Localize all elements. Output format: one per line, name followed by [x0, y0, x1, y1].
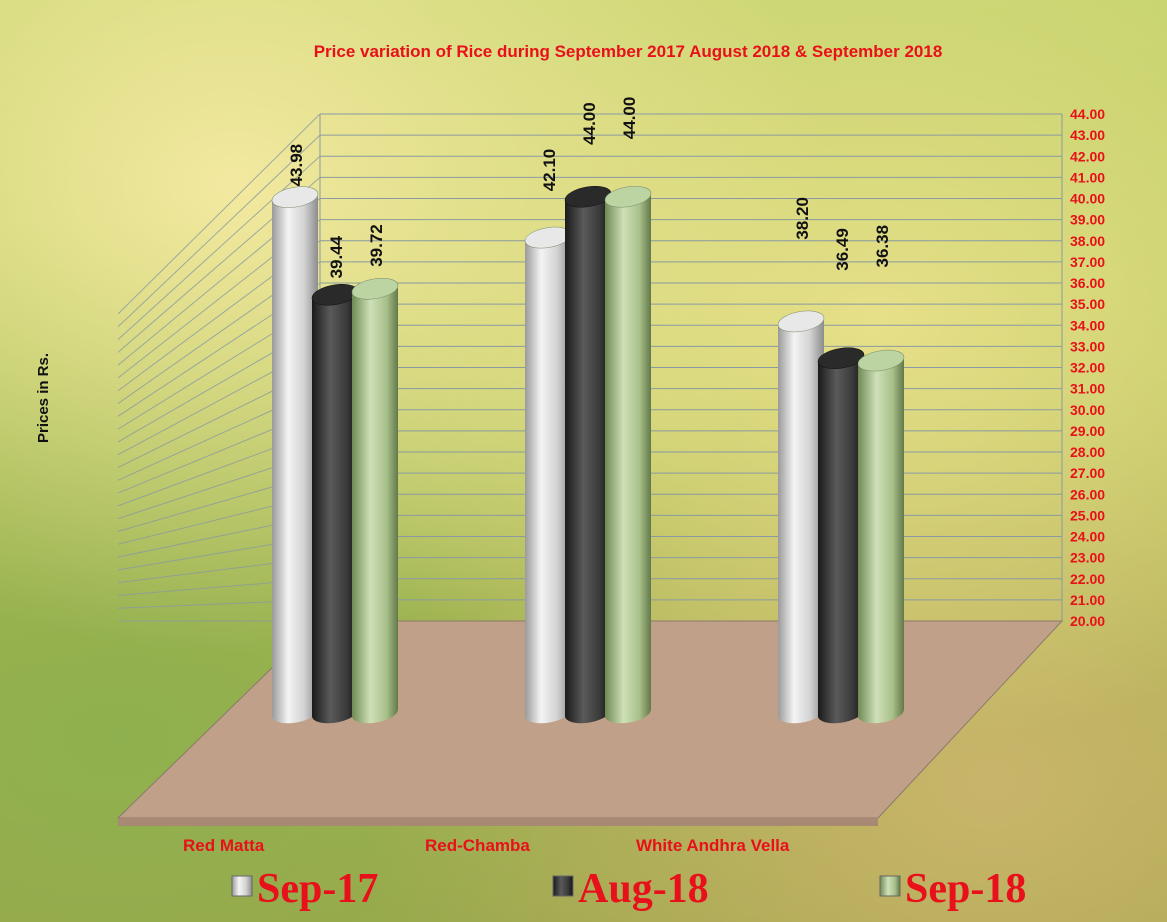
y-tick-label: 22.00 [1070, 571, 1105, 587]
y-tick-label: 23.00 [1070, 550, 1105, 566]
bar-body [272, 193, 318, 716]
bar-sep-17-white-andhra-vella [777, 310, 825, 724]
data-label: 36.49 [833, 228, 852, 271]
bar-base [525, 702, 571, 724]
y-tick-label: 24.00 [1070, 529, 1105, 545]
bar-top [271, 186, 319, 208]
bar-body [605, 193, 651, 716]
bar-body [778, 318, 824, 716]
y-tick-label: 37.00 [1070, 254, 1105, 270]
bar-base [818, 702, 864, 724]
bar-aug-18-red-matta [311, 284, 359, 724]
legend-label-aug-18: Aug-18 [578, 866, 709, 912]
bar-sep-17-red-matta [271, 186, 319, 724]
floor-edge [118, 818, 878, 826]
bar-top [857, 349, 905, 372]
y-tick-label: 31.00 [1070, 381, 1105, 397]
y-tick-label: 20.00 [1070, 613, 1105, 629]
side-gridline [117, 113, 321, 315]
y-tick-label: 33.00 [1070, 338, 1105, 354]
y-tick-label: 28.00 [1070, 444, 1105, 460]
bar-base [858, 702, 904, 724]
bar-sep-18-white-andhra-vella [857, 349, 905, 724]
bar-body [352, 285, 398, 716]
category-label: Red-Chamba [425, 836, 530, 855]
y-tick-label: 35.00 [1070, 296, 1105, 312]
bar-top [777, 310, 825, 333]
category-label: White Andhra Vella [636, 836, 790, 855]
y-tick-label: 27.00 [1070, 465, 1105, 481]
y-tick-label: 26.00 [1070, 486, 1105, 502]
y-tick-label: 25.00 [1070, 507, 1105, 523]
bar-sep-17-red-chamba [524, 226, 572, 724]
y-tick-label: 29.00 [1070, 423, 1105, 439]
bar-top [604, 185, 652, 208]
legend: Sep-17 Aug-18 Sep-18 [231, 866, 1026, 912]
y-tick-label: 41.00 [1070, 169, 1105, 185]
data-label: 39.72 [367, 224, 386, 267]
y-tick-label: 44.00 [1070, 106, 1105, 122]
bar-sep-18-red-chamba [604, 185, 652, 724]
y-axis-label: Prices in Rs. [35, 353, 52, 443]
bar-base [312, 702, 358, 724]
data-label: 39.44 [327, 235, 346, 278]
data-label: 43.98 [287, 144, 306, 187]
legend-swatch-aug-18 [552, 875, 574, 897]
bar-body [525, 234, 571, 716]
data-labels-group: 43.98 39.44 39.72 42.10 44.00 44.00 38.20 36.49… [287, 97, 892, 279]
bar-aug-18-white-andhra-vella [817, 347, 865, 724]
bar-top [351, 278, 399, 300]
y-tick-label: 30.00 [1070, 402, 1105, 418]
data-label: 36.38 [873, 225, 892, 268]
side-gridline [117, 134, 321, 328]
legend-swatch-sep-17 [231, 875, 253, 897]
y-tick-label: 43.00 [1070, 127, 1105, 143]
bar-top [817, 347, 865, 369]
bar-body [818, 354, 864, 716]
side-gridline [117, 155, 321, 340]
category-label: Red Matta [183, 836, 265, 855]
y-axis-ticks: 20.00 21.00 22.00 23.00 24.00 25.00 26.00 27.00… [1070, 106, 1105, 629]
bars-group [271, 185, 905, 724]
chart-title: Price variation of Rice during September… [314, 42, 943, 61]
y-tick-label: 38.00 [1070, 233, 1105, 249]
bar-base [778, 702, 824, 724]
x-axis-categories: Red Matta Red-Chamba White Andhra Vella [183, 836, 790, 855]
bar-body [565, 193, 611, 716]
bar-aug-18-red-chamba [564, 185, 612, 724]
legend-swatch-sep-18 [879, 875, 901, 897]
y-tick-label: 39.00 [1070, 212, 1105, 228]
y-tick-label: 42.00 [1070, 148, 1105, 164]
bar-base [272, 702, 318, 724]
data-label: 42.10 [540, 149, 559, 192]
data-label: 44.00 [620, 97, 639, 140]
y-tick-label: 34.00 [1070, 317, 1105, 333]
bar-sep-18-red-matta [351, 278, 399, 724]
data-label: 38.20 [793, 197, 812, 240]
y-tick-label: 32.00 [1070, 360, 1105, 376]
legend-label-sep-17: Sep-17 [257, 866, 378, 912]
bar-body [312, 291, 358, 716]
y-tick-label: 21.00 [1070, 592, 1105, 608]
legend-label-sep-18: Sep-18 [905, 866, 1026, 912]
bar-base [605, 702, 651, 724]
y-tick-label: 40.00 [1070, 191, 1105, 207]
bar-base [565, 702, 611, 724]
data-label: 44.00 [580, 102, 599, 145]
y-tick-label: 36.00 [1070, 275, 1105, 291]
bar-body [858, 357, 904, 716]
bar-base [352, 702, 398, 724]
